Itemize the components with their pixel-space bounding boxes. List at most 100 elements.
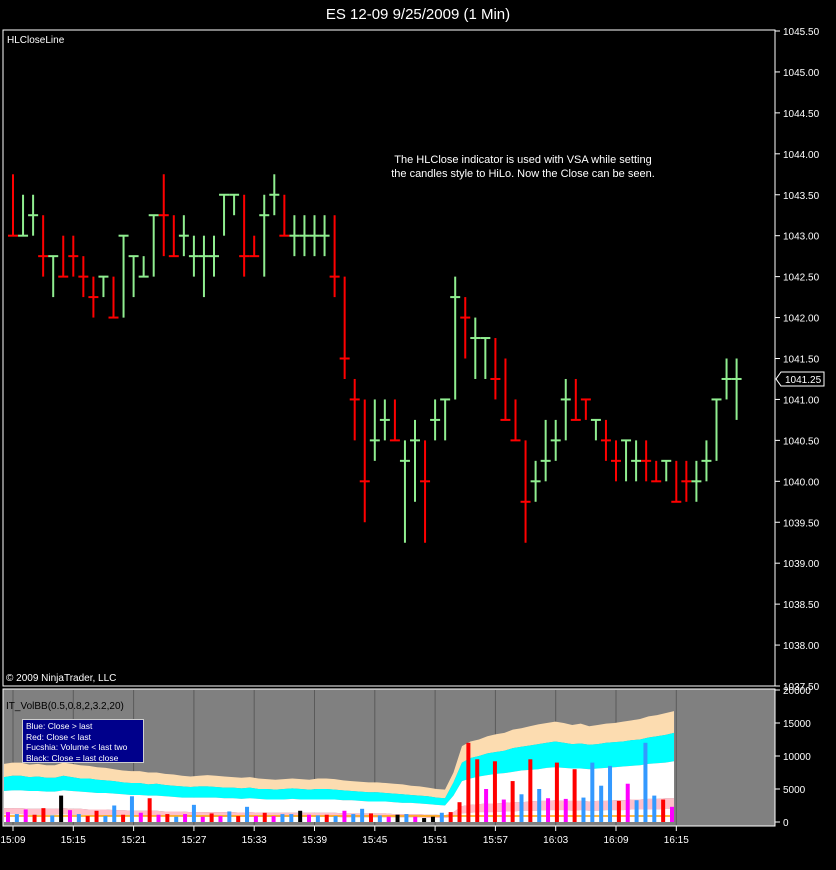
volume-bar [581,797,586,822]
volume-bar [253,816,258,822]
volume-bar [209,813,214,822]
volume-bar [404,814,409,822]
volume-bar [342,810,347,822]
volume-bar [652,795,657,822]
time-tick-label: 16:09 [603,835,628,846]
volume-tick-label: 10000 [783,752,811,763]
volume-bar [616,800,621,822]
volume-bar [6,812,10,822]
price-tick-label: 1039.00 [783,559,820,570]
volume-bar [368,813,373,822]
last-price-label: 1041.25 [785,375,822,386]
volume-bar [67,810,72,822]
volume-bar [307,814,312,822]
volume-bar [32,814,37,822]
volume-indicator-label: IT_VolBB(0.5,0.8,2,3.2,20) [6,701,124,712]
time-tick-label: 15:27 [181,835,206,846]
volume-bar [14,814,19,822]
volume-axis: 20000 15000 10000 5000 0 [775,686,811,829]
volume-tick-label: 0 [783,818,789,829]
volume-bar [360,808,365,822]
annotation-line-1: The HLClose indicator is used with VSA w… [394,154,651,166]
volume-bar [218,816,223,822]
volume-bar [156,814,161,822]
volume-bar [85,816,90,822]
volume-bar [510,781,515,822]
volume-bar [103,816,108,822]
volume-bar [492,761,497,822]
time-tick-label: 15:15 [61,835,86,846]
chart-title: ES 12-09 9/25/2009 (1 Min) [326,6,510,23]
volume-bar [23,809,28,822]
volume-bar [625,783,630,822]
volume-bar [537,789,542,822]
time-tick-label: 15:51 [423,835,448,846]
volume-bar [315,815,320,822]
price-bars [8,174,742,543]
volume-bar [76,814,81,822]
volume-bar [386,816,391,822]
band-white [4,761,674,816]
volume-bar [661,799,666,822]
time-tick-label: 16:15 [664,835,689,846]
volume-bar [174,816,179,822]
price-tick-label: 1043.50 [783,191,820,202]
price-tick-label: 1041.50 [783,355,820,366]
volume-bar [351,814,356,822]
volume-bar [599,785,604,822]
volume-bar [448,812,453,822]
price-tick-label: 1042.00 [783,314,820,325]
price-tick-label: 1045.00 [783,68,820,79]
volume-bar [298,810,303,822]
price-tick-label: 1041.00 [783,395,820,406]
price-tick-label: 1037.50 [783,682,820,693]
volume-bars [6,742,674,822]
volume-bar [41,808,46,822]
volume-bar [413,816,418,822]
price-tick-label: 1038.00 [783,641,820,652]
volume-tick-label: 5000 [783,785,806,796]
volume-bar [466,742,471,822]
price-tick-label: 1044.50 [783,109,820,120]
volume-bar [643,742,648,822]
volume-bar [112,805,117,822]
legend-black: Black: Close = last close [26,752,119,763]
time-tick-label: 15:09 [0,835,25,846]
band-pink [4,798,674,819]
volume-bar [333,816,338,822]
volume-bar [546,798,551,822]
band-base [4,808,674,822]
volume-bar [227,811,232,822]
volume-bar [129,796,134,822]
volume-bar [271,816,276,822]
volume-bar [528,759,533,822]
volume-bar [165,814,170,822]
volume-bar [634,800,639,822]
time-tick-label: 15:33 [242,835,267,846]
volume-bar [121,814,126,822]
price-tick-label: 1040.00 [783,477,820,488]
price-tick-label: 1042.50 [783,273,820,284]
volume-bar [147,798,152,822]
volume-bar [280,814,285,822]
volume-bar [501,799,506,822]
volume-bar [191,804,196,822]
volume-bar [554,762,559,822]
volume-bar [289,814,294,822]
volume-bar [439,812,444,822]
volume-tick-label: 20000 [783,686,811,697]
volume-bar [236,816,241,822]
volume-bar [94,810,99,822]
band-outer [4,711,674,799]
volume-bar [608,765,613,822]
volume-bar [572,769,577,822]
price-panel [2,29,776,687]
price-tick-label: 1040.50 [783,436,820,447]
price-tick-label: 1043.00 [783,232,820,243]
price-tick-label: 1045.50 [783,27,820,38]
volume-bar [590,762,595,822]
last-price-box [775,371,825,387]
time-tick-label: 15:57 [483,835,508,846]
